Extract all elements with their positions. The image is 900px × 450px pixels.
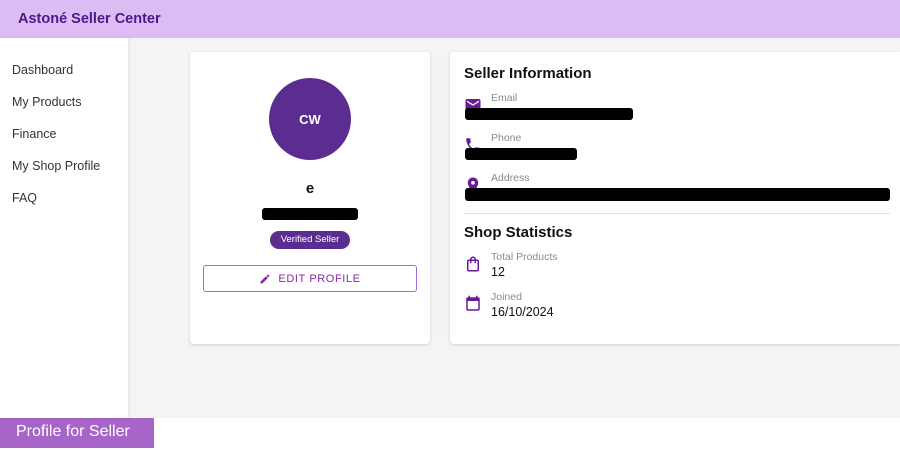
total-products-label: Total Products: [491, 251, 558, 263]
redacted-email-value: [465, 108, 633, 120]
joined-row: Joined 16/10/2024: [464, 291, 890, 319]
calendar-icon: [464, 291, 482, 319]
joined-label: Joined: [491, 291, 522, 303]
footer-banner: Profile for Seller: [0, 418, 154, 448]
sidebar-item-finance[interactable]: Finance: [12, 127, 57, 141]
email-row: Email: [464, 92, 890, 120]
sidebar-item-my-products[interactable]: My Products: [12, 95, 82, 109]
redacted-phone-value: [465, 148, 577, 160]
verified-seller-badge: Verified Seller: [269, 231, 351, 249]
sidebar: Dashboard My Products Finance My Shop Pr…: [0, 38, 128, 418]
avatar: CW: [269, 78, 351, 160]
main-content: CW e Verified Seller EDIT PROFILE Seller…: [128, 38, 900, 418]
shopping-bag-icon: [464, 251, 482, 279]
redacted-seller-detail: [262, 208, 358, 220]
divider: [464, 213, 890, 214]
app-header: Astoné Seller Center: [0, 0, 900, 38]
sidebar-item-dashboard[interactable]: Dashboard: [12, 63, 74, 77]
total-products-value: 12: [491, 265, 505, 279]
shop-stats-title: Shop Statistics: [464, 224, 573, 241]
sidebar-item-faq[interactable]: FAQ: [12, 191, 38, 205]
address-label: Address: [491, 172, 530, 184]
phone-row: Phone: [464, 132, 890, 160]
email-label: Email: [491, 92, 518, 104]
edit-profile-button[interactable]: EDIT PROFILE: [203, 265, 417, 292]
footer-strip: Profile for Seller: [0, 418, 900, 450]
seller-info-title: Seller Information: [464, 65, 592, 82]
sidebar-item-my-shop-profile[interactable]: My Shop Profile: [12, 159, 101, 173]
seller-name: e: [305, 180, 315, 197]
joined-value: 16/10/2024: [491, 305, 554, 319]
avatar-initials: CW: [299, 111, 321, 127]
address-row: Address: [464, 172, 890, 201]
pencil-icon: [259, 273, 271, 285]
app-title: Astoné Seller Center: [18, 11, 161, 27]
edit-profile-label: EDIT PROFILE: [278, 272, 361, 285]
seller-info-card: Seller Information Email Phone: [450, 52, 900, 344]
phone-label: Phone: [491, 132, 522, 144]
profile-card: CW e Verified Seller EDIT PROFILE: [190, 52, 430, 344]
redacted-address-value: [465, 188, 890, 201]
total-products-row: Total Products 12: [464, 251, 890, 279]
